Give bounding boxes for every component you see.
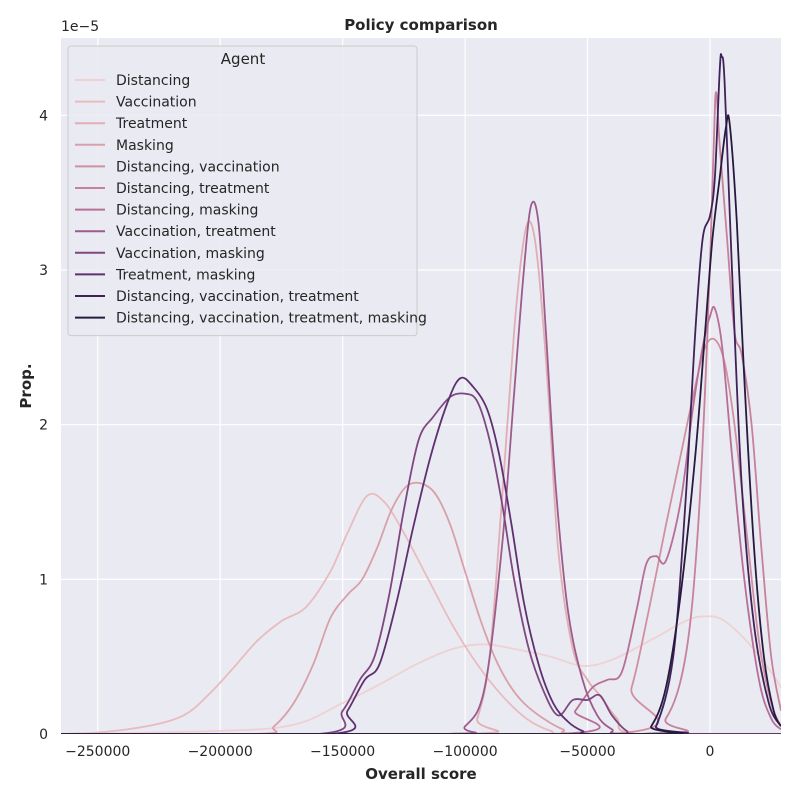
ticks: −250000 −200000 −150000 −100000 −50000 0 0 1 2 3 4	[39, 108, 714, 760]
y-tick-label: 3	[39, 263, 48, 279]
y-tick-label: 0	[39, 727, 48, 743]
x-tick-label: −100000	[432, 744, 497, 760]
y-tick-label: 2	[39, 418, 48, 434]
x-tick-label: 0	[706, 744, 715, 760]
legend-entry: Vaccination, treatment	[116, 224, 276, 240]
legend-entry: Distancing, treatment	[116, 181, 270, 197]
legend-entry: Masking	[116, 138, 174, 154]
series-line-1	[61, 615, 781, 734]
series-line-8	[61, 200, 781, 734]
series-layer	[61, 53, 781, 734]
series-line-9	[61, 392, 781, 734]
y-axis-label: Prop.	[17, 363, 35, 408]
x-axis-label: Overall score	[365, 765, 476, 783]
legend-box	[67, 45, 418, 337]
legend-entry: Vaccination, masking	[116, 246, 265, 262]
legend-entry: Distancing, vaccination, treatment, mask…	[116, 311, 427, 327]
legend-entry: Distancing, masking	[116, 203, 258, 219]
legend: Agent Distancing Vaccination Treatment Mask…	[67, 45, 427, 337]
y-tick-label: 4	[39, 108, 48, 124]
x-tick-label: −150000	[310, 744, 375, 760]
chart-title: Policy comparison	[344, 16, 498, 34]
series-line-5	[61, 337, 781, 734]
series-line-7	[61, 305, 781, 734]
x-tick-label: −250000	[65, 744, 130, 760]
legend-entry: Treatment	[115, 116, 188, 132]
series-line-6	[61, 91, 781, 734]
legend-entry: Treatment, masking	[115, 267, 255, 283]
legend-entry: Distancing, vaccination	[116, 159, 280, 175]
series-line-2	[61, 492, 781, 734]
series-line-10	[61, 376, 781, 734]
y-tick-label: 1	[39, 572, 48, 588]
legend-entry: Distancing, vaccination, treatment	[116, 289, 359, 305]
series-line-4	[61, 481, 781, 734]
x-tick-label: −50000	[559, 744, 615, 760]
series-line-12	[61, 114, 781, 734]
legend-entry: Vaccination	[116, 95, 197, 111]
legend-title: Agent	[221, 50, 266, 68]
legend-entry: Distancing	[116, 73, 190, 89]
x-tick-label: −200000	[188, 744, 253, 760]
y-offset-label: 1e−5	[61, 19, 99, 35]
